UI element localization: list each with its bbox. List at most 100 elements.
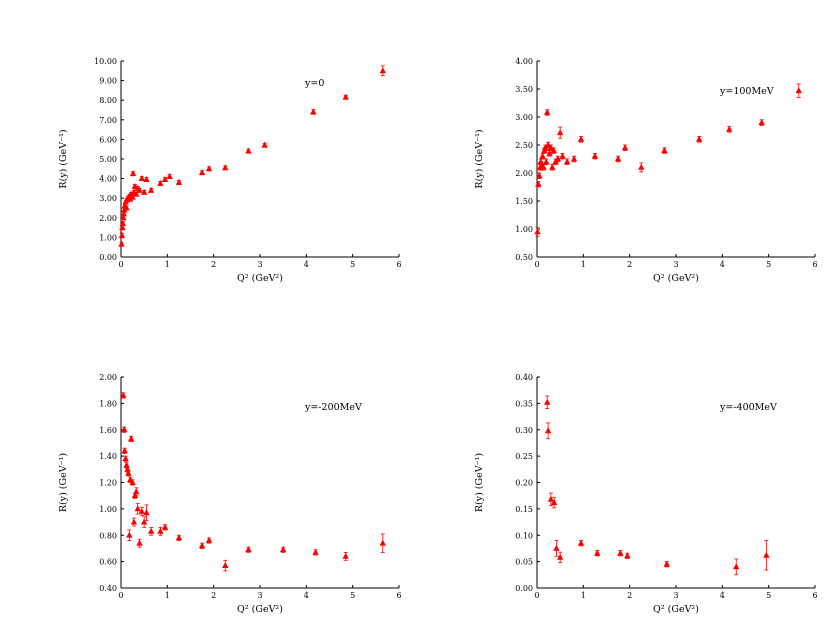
y-tick-label: 0.00 xyxy=(515,584,533,593)
data-point xyxy=(543,108,551,116)
data-point xyxy=(577,539,585,547)
triangle-marker xyxy=(136,186,143,193)
triangle-marker xyxy=(138,507,146,514)
triangle-marker xyxy=(120,391,127,398)
data-point xyxy=(161,175,169,182)
triangle-marker xyxy=(577,135,585,142)
triangle-marker xyxy=(594,549,601,556)
panel-annotation: y=100MeV xyxy=(719,86,774,97)
data-point xyxy=(726,125,733,133)
triangle-marker xyxy=(161,523,169,530)
y-tick-label: 8.00 xyxy=(99,96,117,105)
triangle-marker xyxy=(205,165,213,172)
panel-annotation: y=0 xyxy=(304,78,324,89)
triangle-marker xyxy=(118,231,126,238)
data-point xyxy=(157,526,164,536)
y-tick-label: 5.00 xyxy=(99,155,117,164)
triangle-marker xyxy=(143,509,150,516)
y-tick-label: 1.00 xyxy=(515,225,533,234)
triangle-marker xyxy=(554,155,562,162)
data-point xyxy=(118,231,126,239)
x-tick-label: 3 xyxy=(257,260,262,269)
data-point xyxy=(129,478,136,486)
data-point xyxy=(614,155,622,163)
x-tick-label: 2 xyxy=(211,591,216,600)
y-axis-label: R(y) (GeV⁻¹) xyxy=(58,453,69,512)
y-tick-label: 1.60 xyxy=(99,426,117,435)
x-tick-label: 5 xyxy=(766,260,771,269)
triangle-marker xyxy=(125,469,132,476)
triangle-marker xyxy=(535,180,542,187)
x-axis-label: Q² (GeV²) xyxy=(237,604,283,615)
triangle-marker xyxy=(147,527,155,534)
y-tick-label: 0.15 xyxy=(515,505,533,514)
data-point xyxy=(663,560,670,568)
triangle-marker xyxy=(157,527,164,534)
data-point xyxy=(312,548,319,556)
data-point xyxy=(591,152,599,160)
data-point xyxy=(175,178,183,185)
triangle-marker xyxy=(205,536,213,543)
panel-annotation: y=-400MeV xyxy=(719,402,777,413)
triangle-marker xyxy=(570,155,578,162)
y-tick-label: 1.00 xyxy=(99,505,117,514)
data-point xyxy=(554,155,562,163)
triangle-marker xyxy=(122,455,129,462)
triangle-marker xyxy=(795,87,802,94)
triangle-marker xyxy=(544,427,552,434)
data-point xyxy=(143,504,150,522)
data-point xyxy=(638,162,645,173)
triangle-marker xyxy=(544,141,552,148)
data-point xyxy=(544,422,552,440)
data-point xyxy=(140,516,148,528)
data-point xyxy=(733,558,740,576)
triangle-marker xyxy=(638,163,645,170)
triangle-marker xyxy=(120,214,127,221)
triangle-marker xyxy=(663,560,670,567)
triangle-marker xyxy=(726,125,733,132)
triangle-marker xyxy=(591,152,599,159)
x-tick-label: 3 xyxy=(673,260,678,269)
x-axis-label: Q² (GeV²) xyxy=(237,273,283,284)
triangle-marker xyxy=(553,544,560,551)
y-tick-label: 0.20 xyxy=(515,479,533,488)
data-point xyxy=(379,533,386,553)
triangle-marker xyxy=(138,175,146,181)
data-point xyxy=(556,126,564,139)
data-point xyxy=(120,391,127,399)
data-point xyxy=(695,135,703,143)
data-point xyxy=(119,220,127,227)
triangle-marker xyxy=(124,465,131,472)
x-tick-label: 6 xyxy=(396,591,401,600)
x-axis-label: Q² (GeV²) xyxy=(653,604,699,615)
data-point xyxy=(624,552,631,559)
y-axis-label: R(y) (GeV⁻¹) xyxy=(474,453,485,512)
data-point xyxy=(123,204,130,211)
triangle-marker xyxy=(695,135,703,142)
data-point xyxy=(763,540,770,571)
triangle-marker xyxy=(143,175,150,182)
triangle-marker xyxy=(198,542,206,549)
x-tick-label: 1 xyxy=(165,591,170,600)
data-point xyxy=(594,549,601,557)
data-point xyxy=(127,435,135,443)
x-tick-label: 4 xyxy=(304,591,309,600)
data-point xyxy=(198,542,206,549)
y-tick-label: 0.50 xyxy=(515,253,533,262)
triangle-marker xyxy=(379,67,386,74)
y-tick-label: 1.00 xyxy=(99,233,117,242)
triangle-marker xyxy=(763,551,770,558)
triangle-marker xyxy=(547,144,555,151)
x-tick-label: 3 xyxy=(673,591,678,600)
y-tick-label: 0.40 xyxy=(99,584,117,593)
data-point xyxy=(261,141,268,148)
triangle-marker xyxy=(534,228,541,235)
triangle-marker xyxy=(540,163,547,170)
data-point xyxy=(279,546,287,553)
y-tick-label: 0.00 xyxy=(99,253,117,262)
triangle-marker xyxy=(175,534,183,541)
data-point xyxy=(129,170,137,177)
triangle-marker xyxy=(550,498,558,505)
triangle-marker xyxy=(550,147,557,153)
triangle-marker xyxy=(546,149,553,156)
